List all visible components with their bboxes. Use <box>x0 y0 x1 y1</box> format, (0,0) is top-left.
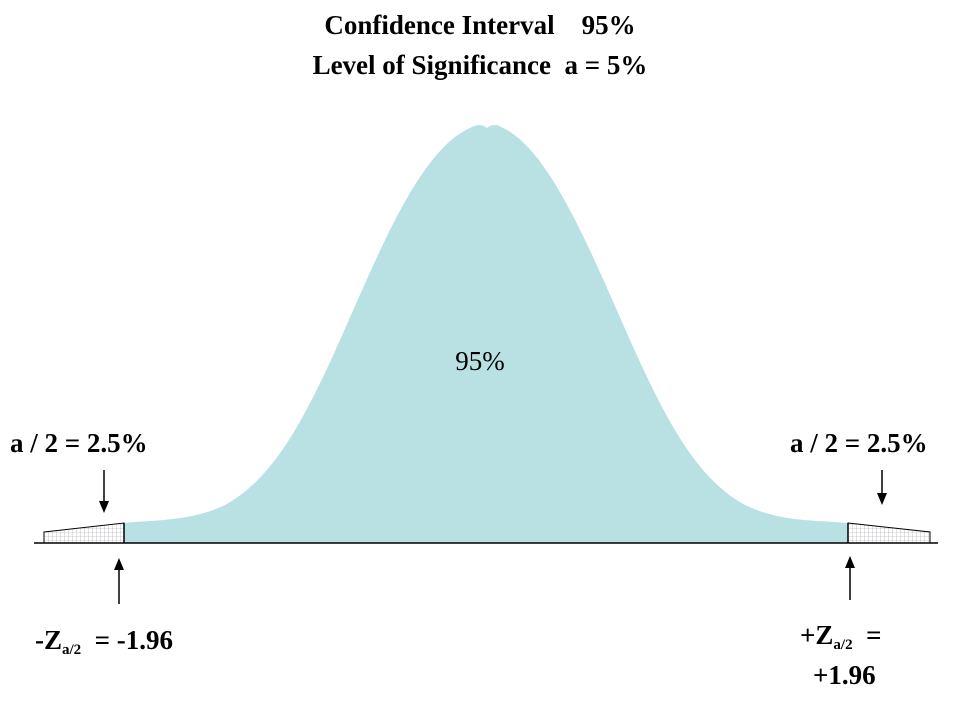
right-down-arrow <box>877 470 887 505</box>
right-z-subscript: a/2 <box>833 637 853 653</box>
right-z-equals: = <box>852 620 882 650</box>
central-area-95 <box>124 125 848 543</box>
chart-title-line-1: Confidence Interval 95% <box>324 10 636 40</box>
left-tail-area <box>43 522 125 544</box>
right-tail-label: a / 2 = 2.5% <box>790 428 928 458</box>
left-z-subscript: a/2 <box>62 642 82 658</box>
left-up-arrow <box>114 558 124 604</box>
central-area-label: 95% <box>455 346 505 376</box>
left-tail-label: a / 2 = 2.5% <box>10 428 148 458</box>
right-z-prefix: +Z <box>800 620 834 650</box>
chart-title-line-2: Level of Significance a = 5% <box>312 50 648 80</box>
right-critical-value: +Za/2 = <box>800 620 881 660</box>
left-critical-value: -Za/2 = -1.96 <box>35 625 173 665</box>
left-down-arrow <box>99 470 109 513</box>
right-up-arrow <box>845 556 855 600</box>
left-z-value: = -1.96 <box>81 625 174 655</box>
left-z-prefix: -Z <box>35 625 62 655</box>
right-tail-area <box>847 522 931 544</box>
right-z-value: +1.96 <box>813 660 876 690</box>
